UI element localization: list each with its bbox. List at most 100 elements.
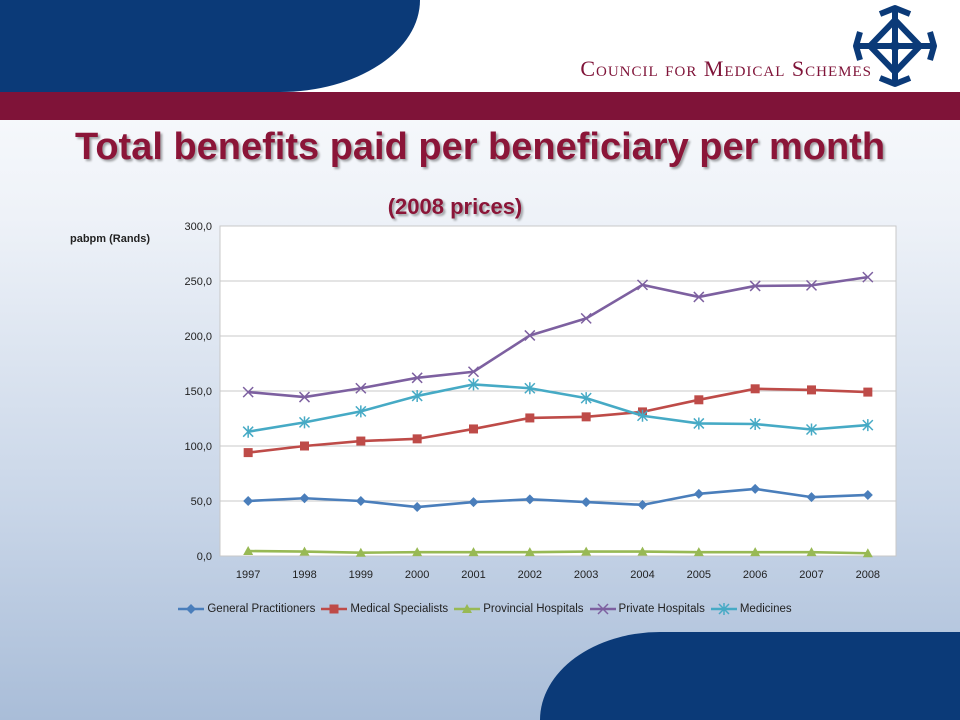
x-tick-label: 2006 (743, 569, 767, 581)
data-point-general-practitioners (637, 499, 648, 510)
series-line-provincial-hospitals (248, 549, 868, 555)
x-tick-label: 2000 (405, 569, 429, 581)
data-point-medical-specialists (356, 436, 366, 446)
data-point-private-hospitals (242, 386, 254, 398)
legend-item-medical-specialists: Medical Specialists (321, 600, 448, 618)
chart-legend: General Practitioners Medical Specialists… (100, 600, 870, 618)
data-point-general-practitioners (862, 489, 873, 500)
legend-marker (329, 604, 339, 614)
data-point-provincial-hospitals (862, 548, 873, 558)
header-accent-bar (0, 92, 960, 120)
data-point-medical-specialists (243, 448, 253, 458)
legend-item-private-hospitals: Private Hospitals (589, 600, 705, 618)
data-point-general-practitioners (524, 494, 535, 505)
data-point-provincial-hospitals (524, 547, 535, 557)
legend-item-medicines: Medicines (710, 600, 792, 618)
series-line-medicines (247, 383, 868, 433)
data-point-private-hospitals (580, 312, 592, 324)
x-tick-label: 2004 (630, 569, 654, 581)
data-point-provincial-hospitals (750, 547, 761, 557)
data-point-provincial-hospitals (693, 547, 704, 557)
footer-blue-shape (540, 632, 960, 720)
y-tick-label: 150,0 (184, 386, 212, 398)
legend-swatch (321, 604, 348, 614)
legend-swatch (454, 604, 481, 613)
slide-title: Total benefits paid per beneficiary per … (74, 126, 886, 168)
org-name: Council for Medical Schemes (580, 56, 872, 81)
y-tick-label: 50,0 (191, 496, 212, 508)
y-tick-label: 300,0 (184, 221, 212, 233)
data-point-medical-specialists (750, 384, 760, 394)
data-point-medicines (862, 419, 874, 432)
data-point-medicines (355, 405, 367, 418)
data-point-general-practitioners (355, 496, 366, 506)
legend-label: Medicines (739, 603, 792, 615)
data-point-general-practitioners (693, 488, 704, 499)
data-point-general-practitioners (412, 502, 423, 513)
data-point-private-hospitals (636, 279, 649, 291)
series-line-medical-specialists (248, 387, 868, 454)
data-point-medical-specialists (694, 395, 704, 405)
data-point-medicines (805, 423, 818, 436)
data-point-general-practitioners (806, 492, 817, 503)
series-line-general-practitioners (248, 487, 868, 509)
data-point-general-practitioners (581, 497, 592, 508)
y-tick-label: 200,0 (184, 331, 212, 343)
data-point-medicines (524, 382, 536, 395)
data-point-medicines (242, 425, 254, 438)
x-tick-label: 2005 (687, 569, 711, 581)
data-point-private-hospitals (524, 329, 536, 341)
slide-subtitle: (2008 prices) (387, 194, 523, 219)
data-point-provincial-hospitals (468, 547, 479, 557)
y-tick-label: 0,0 (197, 551, 212, 563)
x-tick-label: 2002 (518, 569, 542, 581)
x-axis-ticks: 1997 1998 1999 2000 2001 2002 2003 2004 2005 2006… (236, 569, 880, 581)
legend-item-provincial-hospitals: Provincial Hospitals (454, 600, 584, 618)
legend-item-general-practitioners: General Practitioners (178, 600, 315, 618)
data-point-provincial-hospitals (412, 547, 423, 557)
x-tick-label: 1998 (292, 569, 316, 581)
x-tick-label: 2001 (461, 569, 485, 581)
data-point-provincial-hospitals (299, 546, 310, 556)
legend-marker (718, 603, 730, 615)
series-group (242, 271, 874, 558)
data-point-medicines (580, 392, 592, 405)
data-point-general-practitioners (243, 496, 254, 506)
legend-label: General Practitioners (207, 603, 316, 615)
y-tick-label: 100,0 (184, 441, 212, 453)
data-point-provincial-hospitals (581, 546, 592, 556)
gridlines (220, 225, 896, 557)
y-axis-label: pabpm (Rands) (70, 233, 151, 245)
data-point-medicines (636, 409, 649, 422)
data-point-provincial-hospitals (637, 546, 648, 556)
data-point-medical-specialists (469, 424, 478, 434)
data-point-private-hospitals (805, 279, 818, 291)
council-logo-icon (853, 5, 937, 87)
data-point-medical-specialists (525, 413, 535, 423)
data-point-medicines (411, 389, 423, 402)
data-point-private-hospitals (693, 291, 705, 303)
data-point-medicines (467, 378, 480, 391)
data-point-general-practitioners (468, 497, 479, 508)
data-point-private-hospitals (749, 280, 761, 292)
legend-label: Medical Specialists (350, 603, 449, 615)
data-point-medicines (749, 418, 761, 430)
x-tick-label: 1999 (349, 569, 373, 581)
data-point-medicines (693, 417, 705, 430)
header-blue-shape (0, 0, 420, 92)
data-point-private-hospitals (298, 391, 311, 403)
legend-swatch (178, 604, 205, 614)
x-tick-label: 1997 (236, 569, 260, 581)
data-point-general-practitioners (750, 483, 761, 494)
data-point-private-hospitals (467, 366, 480, 378)
data-point-medical-specialists (412, 434, 422, 444)
y-axis-ticks: 0,0 50,0 100,0 150,0 200,0 250,0 300,0 (184, 221, 212, 563)
data-point-medicines (298, 416, 311, 429)
legend-label: Provincial Hospitals (483, 603, 584, 615)
legend-swatch (589, 603, 616, 615)
legend-marker (186, 604, 197, 614)
legend-marker (462, 604, 473, 613)
x-tick-label: 2003 (574, 569, 598, 581)
data-point-private-hospitals (411, 372, 423, 384)
